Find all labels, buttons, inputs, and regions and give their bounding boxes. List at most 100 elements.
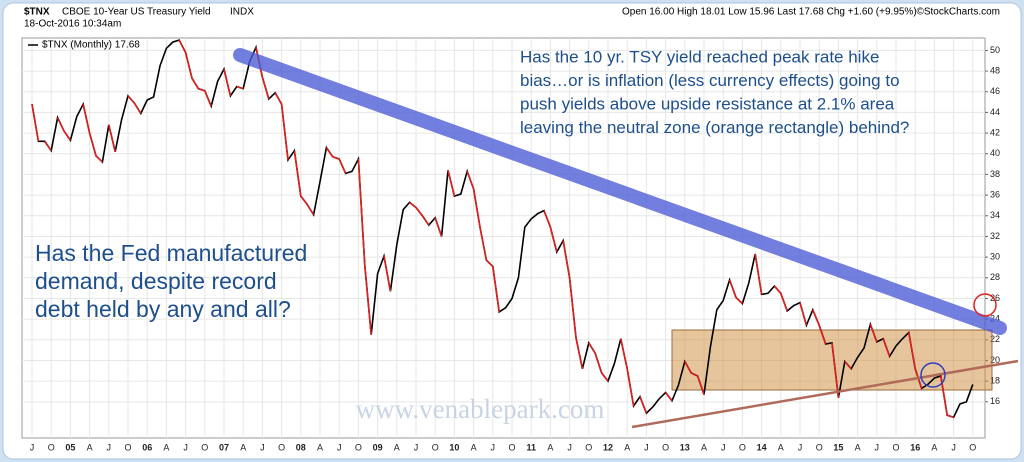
down-segment — [82, 103, 91, 134]
down-segment — [799, 302, 808, 326]
annotations: Has the 10 yr. TSY yield reached peak ra… — [35, 47, 909, 322]
down-segment — [575, 337, 584, 369]
y-tick-label: 42 — [990, 127, 1000, 137]
down-segment — [261, 77, 270, 100]
down-segment — [562, 240, 571, 278]
y-tick-label: 24 — [990, 314, 1000, 324]
x-tick-label: A — [701, 442, 707, 452]
down-segment — [594, 352, 603, 374]
y-tick-label: 44 — [990, 107, 1000, 117]
down-segment — [882, 338, 891, 357]
y-tick-label: 18 — [990, 376, 1000, 386]
down-segment — [108, 124, 116, 152]
down-segment — [300, 195, 308, 205]
down-segment — [409, 201, 417, 209]
x-tick-label: O — [585, 442, 592, 452]
y-tick-label: 32 — [990, 231, 1000, 241]
down-segment — [844, 360, 852, 370]
annotation-text: bias…or is inflation (less currency effe… — [520, 71, 900, 90]
down-segment — [485, 259, 494, 267]
x-tick-label: A — [240, 442, 246, 452]
down-segment — [274, 92, 283, 105]
neutral-zone — [671, 329, 993, 391]
x-tick-label: A — [931, 442, 937, 452]
highlight-circle — [973, 293, 997, 317]
x-tick-label: O — [124, 442, 131, 452]
x-tick-label: 14 — [757, 442, 767, 452]
highlight-circle — [920, 362, 946, 388]
down-segment — [946, 414, 954, 419]
down-segment — [178, 39, 187, 53]
x-tick-label: A — [471, 442, 477, 452]
down-segment — [421, 215, 430, 226]
down-segment — [434, 217, 443, 237]
down-segment — [293, 150, 302, 197]
annotation-text: push yields above upside resistance at 2… — [520, 94, 895, 113]
y-tick-label: 30 — [990, 251, 1000, 261]
down-segment — [869, 324, 878, 343]
down-segment — [447, 170, 456, 197]
x-tick-label: 16 — [910, 442, 920, 452]
down-segment — [735, 296, 743, 305]
down-segment — [280, 104, 289, 161]
annotation-text: Has the Fed manufactured — [35, 240, 307, 266]
down-segment — [818, 325, 827, 345]
x-tick-label: O — [892, 442, 899, 452]
y-tick-label: 36 — [990, 189, 1000, 199]
annotation-text: leaving the neutral zone (orange rectang… — [520, 118, 909, 137]
down-segment — [543, 210, 552, 228]
down-segment — [908, 332, 916, 369]
y-tick-label: 28 — [990, 272, 1000, 282]
y-tick-label: 20 — [990, 355, 1000, 365]
down-segment — [639, 396, 648, 414]
down-segment — [600, 372, 609, 382]
x-tick-label: O — [969, 442, 976, 452]
x-tick-label: A — [547, 442, 553, 452]
down-segment — [63, 130, 72, 141]
x-tick-label: J — [414, 442, 419, 452]
down-segment — [831, 342, 840, 398]
x-tick-label: A — [163, 442, 169, 452]
y-tick-label: 40 — [990, 148, 1000, 158]
x-tick-label: A — [394, 442, 400, 452]
down-segment — [332, 156, 340, 160]
date: 18-Oct-2016 10:34am — [24, 19, 121, 30]
x-tick-label: O — [816, 442, 823, 452]
x-tick-label: A — [855, 442, 861, 452]
x-tick-label: J — [875, 442, 880, 452]
down-segment — [549, 226, 558, 253]
down-segment — [492, 266, 500, 313]
x-tick-label: 09 — [373, 442, 383, 452]
down-segment — [780, 293, 788, 312]
down-segment — [127, 95, 135, 104]
x-tick-label: A — [624, 442, 630, 452]
x-tick-label: 07 — [219, 442, 229, 452]
x-tick-label: A — [87, 442, 93, 452]
y-tick-label: 26 — [990, 293, 1000, 303]
down-segment — [684, 361, 692, 374]
annotation-text: debt held by any and all? — [35, 296, 291, 322]
watermark: www.venablepark.com — [356, 394, 605, 424]
x-tick-label: J — [721, 442, 726, 452]
y-tick-label: 22 — [990, 334, 1000, 344]
symbol: $TNX — [24, 7, 50, 18]
x-tick-label: 15 — [833, 442, 843, 452]
x-tick-label: O — [201, 442, 208, 452]
down-segment — [754, 253, 763, 295]
x-tick-label: J — [798, 442, 803, 452]
down-segment — [696, 375, 705, 395]
quote: Open 16.00 High 18.01 Low 15.96 Last 17.… — [622, 7, 917, 18]
x-tick-label: J — [644, 442, 649, 452]
exchange: INDX — [230, 7, 254, 18]
x-tick-label: 12 — [603, 442, 613, 452]
y-tick-label: 34 — [990, 210, 1000, 220]
x-tick-label: J — [183, 442, 188, 452]
down-segment — [364, 265, 372, 335]
x-tick-label: 08 — [296, 442, 306, 452]
down-segment — [773, 285, 782, 294]
resistance-trendline — [233, 48, 1007, 335]
down-segment — [204, 90, 212, 107]
down-segment — [184, 52, 193, 79]
support-trendline — [631, 359, 1019, 429]
x-tick-label: J — [567, 442, 572, 452]
